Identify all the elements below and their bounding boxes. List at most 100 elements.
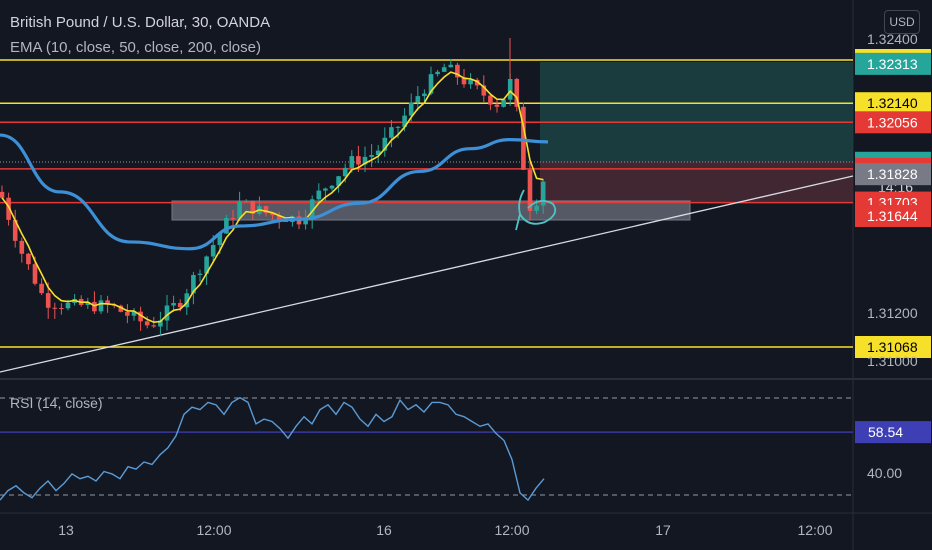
price-label-text: 1.32140: [867, 95, 918, 111]
candle-body: [197, 273, 203, 275]
rsi-tick-label: 40.00: [867, 465, 902, 481]
candle-body: [105, 300, 110, 305]
candle-body: [527, 169, 533, 211]
price-label-bg: [855, 205, 931, 228]
price-label-text: 1.31828: [867, 166, 918, 182]
candle-body: [276, 215, 282, 220]
candle-body: [494, 104, 500, 107]
candle-body: [250, 201, 256, 214]
currency-button[interactable]: USD: [884, 10, 920, 34]
candle-body: [501, 99, 506, 107]
x-tick-label: 16: [376, 522, 392, 538]
price-label-text: 1.32056: [867, 114, 918, 130]
candle-body: [448, 64, 454, 68]
candle-body: [323, 188, 328, 191]
candle-body: [402, 115, 407, 127]
candle-body: [270, 213, 275, 216]
candle-body: [85, 301, 91, 305]
candle-body: [52, 307, 58, 309]
candle-body: [184, 293, 190, 308]
price-label-bg: [855, 111, 931, 134]
candle-body: [375, 150, 381, 156]
price-label-text: 1.31068: [867, 339, 918, 355]
x-tick-label: 12:00: [196, 522, 231, 538]
price-label-bg: [855, 92, 931, 115]
candle-body: [158, 320, 163, 327]
rsi-line: [0, 396, 545, 502]
candle-body: [369, 155, 374, 157]
candle-body: [59, 308, 64, 310]
price-label-bg: [855, 52, 931, 75]
candle-body: [138, 311, 143, 322]
candle-body: [461, 77, 467, 85]
candle-body: [177, 303, 183, 308]
support-box: [171, 200, 691, 221]
candle-body: [125, 311, 130, 316]
candle-body: [303, 218, 308, 225]
candle-body: [428, 74, 434, 94]
candle-body: [210, 245, 216, 257]
candle-body: [237, 201, 242, 219]
circle-annotation: [518, 189, 557, 225]
x-tick-label: 12:00: [797, 522, 832, 538]
candle-body: [224, 217, 229, 234]
candle-body: [65, 302, 71, 309]
candle-body: [230, 217, 236, 219]
candle-body: [507, 78, 513, 100]
price-label: 1.31828: [855, 163, 931, 186]
candle-body: [521, 106, 526, 170]
candle-body: [468, 79, 473, 85]
y-tick-label: 1.31000: [867, 353, 918, 369]
x-tick-label: 17: [655, 522, 671, 538]
rsi-legend: RSI (14, close): [10, 395, 103, 411]
candle-body: [435, 71, 440, 75]
rsi-value-label: 58.54: [855, 421, 931, 444]
candle-body: [455, 64, 460, 78]
stop-zone: [540, 162, 853, 202]
trend-line: [0, 175, 854, 373]
candle-body: [395, 126, 401, 128]
candle-body: [263, 206, 269, 214]
candle-body: [309, 199, 315, 219]
price-label-text: 1.31644: [867, 208, 918, 224]
candle-body: [131, 311, 137, 316]
candle-body: [191, 274, 196, 294]
symbol-title: British Pound / U.S. Dollar, 30, OANDA: [10, 14, 271, 31]
y-tick-label: 1.32400: [867, 31, 918, 47]
ema-fast-line: [1, 71, 544, 324]
candle-body: [342, 167, 348, 177]
candle-body: [98, 300, 104, 312]
candle-body: [12, 219, 18, 241]
candle-body: [488, 95, 493, 105]
ema-slow-line: [0, 133, 549, 251]
candle-body: [415, 96, 421, 103]
candle-body: [217, 233, 223, 246]
candle-body: [45, 293, 51, 308]
candle-body: [534, 205, 539, 211]
price-label: 1.32056: [855, 111, 931, 134]
price-label: 1.32313: [855, 52, 931, 75]
candle-body: [422, 93, 427, 97]
target-zone: [540, 62, 853, 162]
candle-body: [26, 253, 31, 265]
price-label: 1.32140: [855, 92, 931, 115]
ema-legend: EMA (10, close, 50, close, 200, close): [10, 39, 261, 56]
x-tick-label: 12:00: [494, 522, 529, 538]
price-label-bg: [855, 163, 931, 186]
candle-body: [316, 190, 322, 200]
candle-body: [356, 156, 361, 165]
candle-body: [243, 201, 249, 203]
candle-body: [6, 197, 11, 220]
candle-body: [118, 305, 124, 312]
candle-body: [204, 256, 209, 274]
candle-body: [389, 127, 394, 138]
candle-body: [382, 137, 388, 151]
candle-body: [349, 156, 355, 168]
candle-body: [0, 191, 5, 198]
candle-body: [39, 283, 44, 294]
candle-body: [329, 185, 335, 189]
candle-body: [474, 79, 480, 86]
candle-body: [151, 325, 157, 327]
candle-body: [441, 67, 447, 72]
